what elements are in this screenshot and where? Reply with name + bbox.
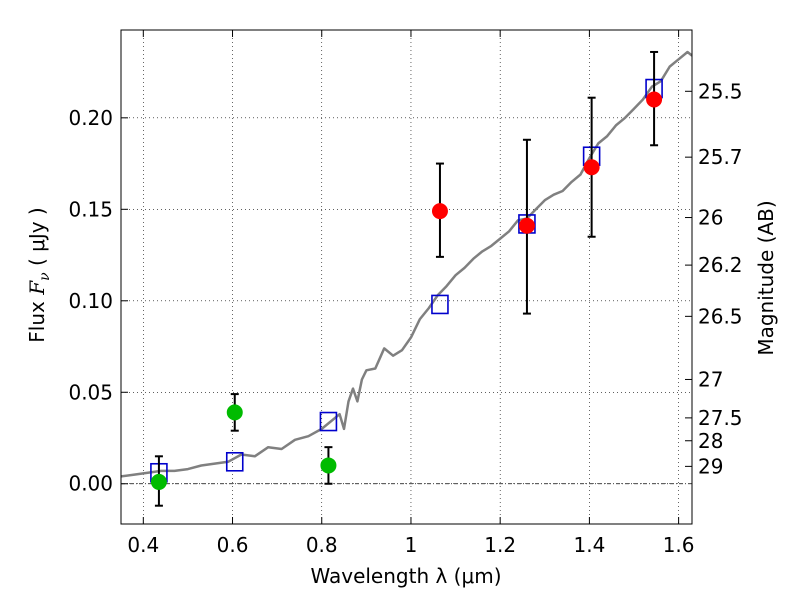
y-tick-label: 0.05 (68, 380, 113, 404)
magnitude-tick-label: 26.2 (698, 253, 743, 277)
green-point (320, 457, 337, 474)
y-axis-label-subscript: ν (37, 272, 53, 281)
magnitude-tick-label: 28 (698, 429, 723, 453)
y-axis-label: Flux Fν ( μJy ) (25, 207, 53, 342)
y-tick-label: 0.20 (68, 106, 113, 130)
magnitude-tick-label: 27 (698, 367, 723, 391)
spectrum-line (121, 50, 692, 478)
magnitude-tick-label: 29 (698, 454, 723, 478)
green-point (150, 473, 167, 490)
red-point (518, 217, 535, 234)
magnitude-tick-label: 27.5 (698, 406, 743, 430)
right-axis-label: Magnitude (AB) (754, 200, 778, 355)
model-square (225, 451, 244, 472)
x-tick-label: 1.6 (663, 533, 695, 557)
green-point (226, 404, 243, 421)
y-tick-label: 0.10 (68, 289, 113, 313)
red-point (431, 203, 448, 220)
series-layer (121, 50, 692, 507)
red-point (583, 159, 600, 176)
x-tick-label: 1 (405, 533, 418, 557)
y-axis-label-units: ( μJy ) (25, 207, 49, 272)
magnitude-tick-label: 25.7 (698, 145, 743, 169)
model-square (431, 294, 449, 315)
x-tick-label: 1.2 (484, 533, 516, 557)
y-tick-label: 0.15 (68, 197, 113, 221)
red-point (646, 91, 663, 108)
magnitude-tick-label: 26.5 (698, 304, 743, 328)
x-tick-label: 0.4 (127, 533, 159, 557)
x-tick-label: 0.6 (217, 533, 249, 557)
x-tick-label: 0.8 (306, 533, 338, 557)
y-axis-label-symbol: F (25, 280, 49, 296)
x-tick-label: 1.4 (573, 533, 605, 557)
y-axis-label-prefix: Flux (25, 295, 49, 343)
model-square (319, 411, 338, 432)
y-tick-label: 0.00 (68, 472, 113, 496)
x-axis-label: Wavelength λ (μm) (310, 564, 501, 588)
ticks: 0.4 0.6 0.8 1 1.2 1.4 1.6 0.00 0.05 0.10 0.15 0.20 2… (68, 30, 743, 557)
plot-frame (120, 29, 693, 525)
magnitude-tick-label: 25.5 (698, 79, 743, 103)
magnitude-tick-label: 26 (698, 206, 723, 230)
